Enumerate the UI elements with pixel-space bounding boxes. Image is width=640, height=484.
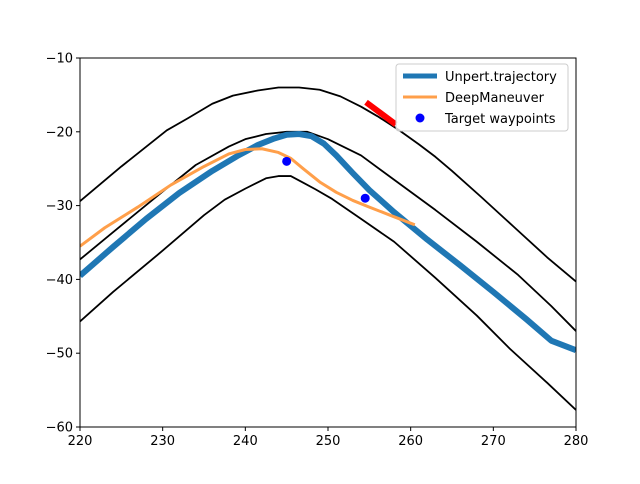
series-deepmaneuver-line: [80, 147, 416, 248]
target-waypoint-point: [282, 156, 292, 166]
x-tick-label: 240: [233, 434, 258, 449]
series-unpert-trajectory-line: [80, 131, 576, 354]
x-tick-label: 220: [68, 434, 93, 449]
x-tick-label: 250: [316, 434, 341, 449]
target-waypoint-point: [360, 193, 370, 203]
x-tick-label: 260: [398, 434, 423, 449]
legend: Unpert.trajectory DeepManeuver Target wa…: [395, 63, 569, 132]
x-axis-ticks: 220 230 240 250 260 270 280: [68, 427, 589, 449]
y-tick-label: −40: [46, 273, 73, 288]
plot-area: [80, 86, 576, 411]
y-tick-label: −60: [46, 421, 73, 436]
legend-target-waypoints-marker: [415, 113, 425, 123]
legend-unpert-trajectory-label: Unpert.trajectory: [445, 70, 557, 85]
y-tick-label: −20: [46, 125, 73, 140]
x-tick-label: 230: [150, 434, 175, 449]
legend-deepmaneuver-label: DeepManeuver: [445, 91, 545, 106]
boundary-line-inner-upper: [80, 130, 576, 332]
plot-content: [80, 86, 576, 411]
y-tick-label: −30: [46, 199, 73, 214]
y-axis-ticks: −60 −50 −40 −30 −20 −10: [46, 52, 80, 436]
legend-box: [395, 63, 569, 132]
boundary-line-outer: [80, 86, 576, 283]
x-tick-label: 270: [481, 434, 506, 449]
legend-target-waypoints-label: Target waypoints: [444, 112, 556, 127]
x-tick-label: 280: [564, 434, 589, 449]
red-marker-segment: [364, 99, 398, 127]
boundary-line-inner-lower: [80, 175, 576, 411]
y-tick-label: −50: [46, 347, 73, 362]
y-tick-label: −10: [46, 52, 73, 67]
